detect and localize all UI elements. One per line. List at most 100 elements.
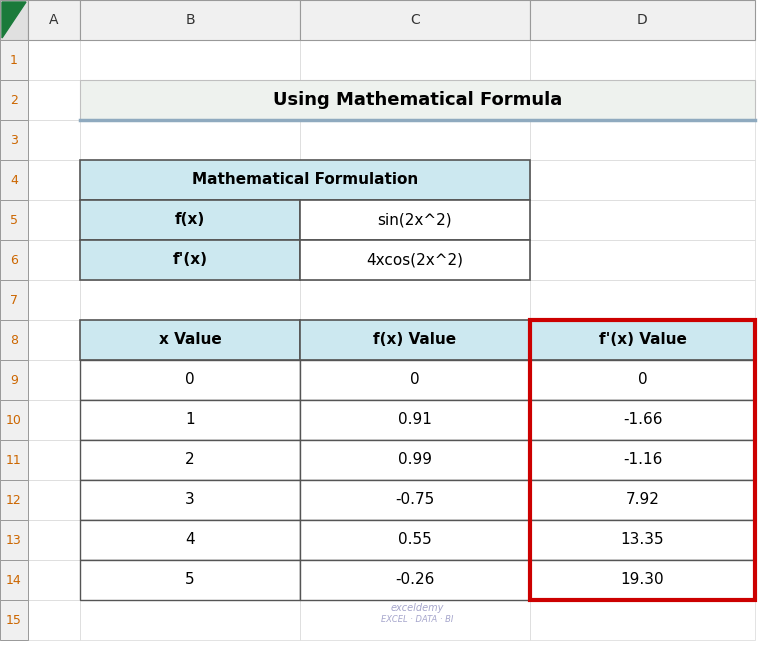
Bar [28, 600, 80, 640]
Bar [80, 240, 300, 280]
Bar [80, 440, 300, 480]
Bar [80, 160, 530, 200]
Text: 8: 8 [10, 334, 18, 347]
Bar [530, 280, 755, 320]
Bar [300, 120, 530, 160]
Bar [530, 400, 755, 440]
Bar [300, 520, 530, 560]
Bar [300, 480, 530, 520]
Bar [300, 280, 530, 320]
Bar [28, 360, 80, 400]
Bar [530, 520, 755, 560]
Polygon shape [2, 2, 26, 38]
Bar [530, 320, 755, 360]
Bar [0, 480, 28, 520]
Text: C: C [410, 13, 420, 27]
Bar [530, 560, 755, 600]
Bar [28, 240, 80, 280]
Text: 15: 15 [6, 614, 22, 627]
Text: sin(2x^2): sin(2x^2) [377, 213, 453, 227]
Bar [530, 400, 755, 440]
Bar [530, 480, 755, 520]
Bar [28, 0, 80, 40]
Text: Using Mathematical Formula: Using Mathematical Formula [273, 91, 562, 109]
Text: 13.35: 13.35 [621, 533, 664, 548]
Bar [80, 240, 300, 280]
Bar [300, 600, 530, 640]
Bar [0, 40, 28, 80]
Bar [28, 440, 80, 480]
Text: A: A [49, 13, 59, 27]
Text: 14: 14 [6, 573, 22, 586]
Text: -0.26: -0.26 [395, 572, 435, 588]
Bar [530, 200, 755, 240]
Text: f'(x) Value: f'(x) Value [598, 332, 686, 347]
Text: 5: 5 [10, 213, 18, 227]
Text: EXCEL · DATA · BI: EXCEL · DATA · BI [381, 616, 454, 625]
Bar [80, 520, 300, 560]
Bar [80, 80, 755, 120]
Bar [28, 200, 80, 240]
Text: 5: 5 [185, 572, 195, 588]
Text: 0: 0 [637, 373, 647, 388]
Bar [28, 560, 80, 600]
Text: 3: 3 [10, 133, 18, 146]
Bar [300, 400, 530, 440]
Text: B: B [185, 13, 195, 27]
Text: f'(x): f'(x) [173, 253, 208, 268]
Text: 7: 7 [10, 294, 18, 307]
Text: 4: 4 [10, 174, 18, 187]
Bar [80, 560, 300, 600]
Bar [300, 200, 530, 240]
Bar [0, 520, 28, 560]
Bar [80, 520, 300, 560]
Bar [0, 360, 28, 400]
Bar [0, 440, 28, 480]
Text: 0: 0 [185, 373, 195, 388]
Bar [300, 80, 530, 120]
Bar [80, 200, 300, 240]
Bar [80, 80, 300, 120]
Bar [80, 200, 300, 240]
Bar [300, 160, 530, 200]
Bar [300, 360, 530, 400]
Bar [80, 160, 300, 200]
Bar [0, 160, 28, 200]
Text: f(x) Value: f(x) Value [374, 332, 456, 347]
Text: 4xcos(2x^2): 4xcos(2x^2) [367, 253, 463, 268]
Text: D: D [637, 13, 648, 27]
Bar [300, 440, 530, 480]
Text: -1.66: -1.66 [623, 413, 662, 428]
Bar [300, 360, 530, 400]
Bar [300, 200, 530, 240]
Text: -1.16: -1.16 [623, 452, 662, 467]
Bar [80, 120, 300, 160]
Bar [80, 320, 300, 360]
Text: 3: 3 [185, 492, 195, 507]
Bar [80, 360, 300, 400]
Text: 0: 0 [410, 373, 420, 388]
Text: 1: 1 [10, 54, 18, 67]
Bar [530, 360, 755, 400]
Bar [28, 480, 80, 520]
Bar [0, 0, 28, 40]
Bar [300, 240, 530, 280]
Bar [80, 480, 300, 520]
Bar [80, 400, 300, 440]
Bar [530, 320, 755, 600]
Bar [530, 160, 755, 200]
Text: 12: 12 [6, 494, 22, 507]
Bar [300, 320, 530, 360]
Text: -0.75: -0.75 [395, 492, 435, 507]
Text: x Value: x Value [159, 332, 222, 347]
Bar [0, 600, 28, 640]
Bar [530, 320, 755, 360]
Bar [80, 280, 300, 320]
Bar [80, 600, 300, 640]
Bar [530, 520, 755, 560]
Text: f(x): f(x) [175, 213, 205, 227]
Bar [28, 520, 80, 560]
Bar [530, 600, 755, 640]
Bar [28, 120, 80, 160]
Bar [530, 240, 755, 280]
